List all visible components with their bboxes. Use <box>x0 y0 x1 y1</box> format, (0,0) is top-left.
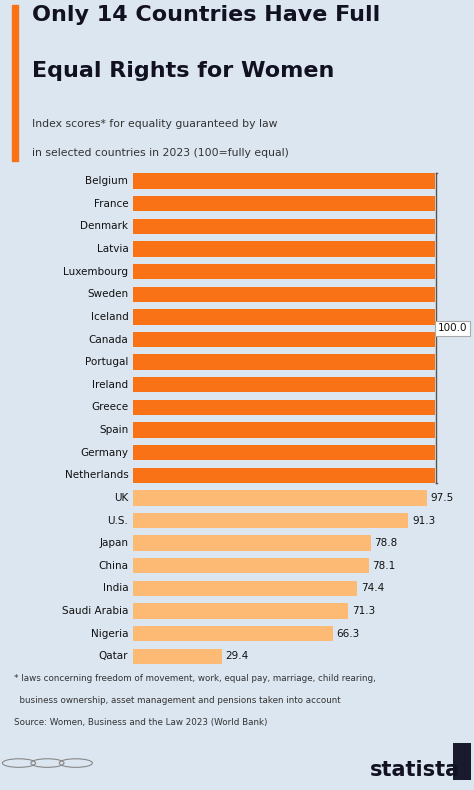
Text: * laws concerning freedom of movement, work, equal pay, marriage, child rearing,: * laws concerning freedom of movement, w… <box>14 674 376 683</box>
Text: France: France <box>94 199 128 209</box>
Text: statista: statista <box>370 760 460 781</box>
Text: Only 14 Countries Have Full: Only 14 Countries Have Full <box>32 5 381 25</box>
Text: 78.8: 78.8 <box>374 538 398 548</box>
Text: Iceland: Iceland <box>91 312 128 322</box>
Text: Qatar: Qatar <box>99 651 128 661</box>
Text: Belgium: Belgium <box>85 176 128 186</box>
Text: Saudi Arabia: Saudi Arabia <box>62 606 128 616</box>
Bar <box>133 626 333 641</box>
Text: Germany: Germany <box>80 448 128 457</box>
Bar <box>133 536 371 551</box>
Bar <box>133 468 435 483</box>
Text: 74.4: 74.4 <box>361 583 384 593</box>
Bar <box>133 649 222 664</box>
Text: 71.3: 71.3 <box>352 606 375 616</box>
Bar <box>133 423 435 438</box>
Text: 91.3: 91.3 <box>412 516 435 525</box>
Text: Equal Rights for Women: Equal Rights for Women <box>32 61 335 81</box>
Bar <box>133 490 427 506</box>
Text: in selected countries in 2023 (100=fully equal): in selected countries in 2023 (100=fully… <box>32 148 289 158</box>
Bar <box>133 400 435 415</box>
Text: 66.3: 66.3 <box>337 629 360 638</box>
Text: U.S.: U.S. <box>108 516 128 525</box>
Text: Netherlands: Netherlands <box>64 470 128 480</box>
Bar <box>133 604 348 619</box>
Text: Japan: Japan <box>100 538 128 548</box>
Bar <box>133 332 435 348</box>
Bar <box>133 309 435 325</box>
Bar <box>133 287 435 302</box>
Bar <box>133 513 409 529</box>
Bar <box>133 174 435 189</box>
FancyBboxPatch shape <box>453 743 471 781</box>
Text: 97.5: 97.5 <box>431 493 454 503</box>
Text: Denmark: Denmark <box>80 221 128 231</box>
Bar <box>133 264 435 280</box>
Text: UK: UK <box>114 493 128 503</box>
Text: Source: Women, Business and the Law 2023 (World Bank): Source: Women, Business and the Law 2023… <box>14 718 268 727</box>
Text: Index scores* for equality guaranteed by law: Index scores* for equality guaranteed by… <box>32 118 278 129</box>
Text: Canada: Canada <box>89 334 128 344</box>
Bar <box>133 355 435 370</box>
Bar <box>133 558 369 574</box>
Text: Ireland: Ireland <box>92 380 128 389</box>
Text: business ownership, asset management and pensions taken into account: business ownership, asset management and… <box>14 696 341 705</box>
Bar <box>133 241 435 257</box>
Bar <box>133 581 357 596</box>
Text: Luxembourg: Luxembourg <box>64 267 128 276</box>
Text: 78.1: 78.1 <box>372 561 395 570</box>
Text: Nigeria: Nigeria <box>91 629 128 638</box>
Bar <box>133 445 435 461</box>
Bar <box>133 219 435 234</box>
Bar <box>133 377 435 393</box>
Text: Spain: Spain <box>99 425 128 435</box>
Text: China: China <box>98 561 128 570</box>
Text: Portugal: Portugal <box>85 357 128 367</box>
Bar <box>133 196 435 212</box>
Text: 100.0: 100.0 <box>438 323 467 333</box>
Text: India: India <box>103 583 128 593</box>
Text: Sweden: Sweden <box>87 289 128 299</box>
Text: 29.4: 29.4 <box>225 651 248 661</box>
Text: Latvia: Latvia <box>97 244 128 254</box>
Text: Greece: Greece <box>91 402 128 412</box>
Bar <box>12 5 18 161</box>
